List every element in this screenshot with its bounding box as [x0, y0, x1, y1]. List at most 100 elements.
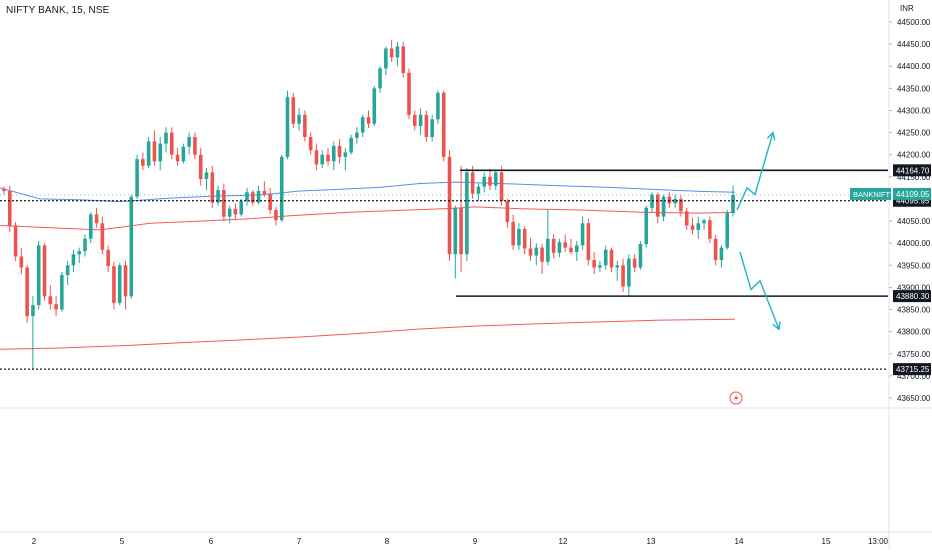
candle	[447, 150, 452, 261]
candle	[239, 198, 244, 217]
candle-body	[158, 143, 163, 162]
candle	[193, 132, 197, 160]
candle-body	[436, 92, 440, 120]
candle	[708, 216, 712, 244]
event-lightning-icon[interactable]	[729, 391, 743, 405]
time-tick-label: 2	[32, 537, 37, 546]
candle	[650, 192, 654, 213]
candle	[337, 139, 342, 164]
candle-body	[164, 132, 168, 144]
candle	[719, 245, 724, 268]
symbol-badge[interactable]: BANKNIFTY	[850, 187, 895, 200]
candle-body	[320, 154, 325, 165]
candle-body	[499, 172, 504, 202]
candle	[690, 217, 695, 235]
candle	[609, 247, 614, 272]
candle	[285, 90, 290, 160]
candle	[36, 240, 41, 310]
last-price-bg	[893, 187, 931, 200]
low-level-price-tag-text: 43715.25	[896, 365, 930, 374]
candle-body	[557, 242, 562, 253]
candle-body	[25, 267, 29, 317]
candle-body	[684, 211, 689, 226]
candle	[291, 92, 296, 129]
last-price-text: 44109.05	[896, 190, 930, 199]
candle	[320, 150, 325, 168]
projection-arrow-up[interactable]	[736, 132, 774, 211]
candle-body	[522, 229, 527, 249]
candle	[644, 205, 649, 248]
candle	[702, 218, 706, 230]
candle-body	[632, 258, 637, 268]
support-price-tag: 43880.30	[893, 290, 931, 303]
candle	[679, 195, 683, 217]
candle	[407, 68, 411, 120]
candle-body	[667, 196, 672, 204]
candle-body	[407, 72, 411, 115]
candle-body	[117, 265, 122, 303]
projection-arrow-down[interactable]	[739, 251, 780, 330]
candle	[592, 252, 596, 275]
price-tick-label: 43700.00	[897, 372, 931, 381]
candle	[488, 168, 492, 191]
candle	[598, 260, 602, 272]
candle-body	[239, 201, 244, 215]
candle	[655, 192, 660, 224]
price-tick-label: 43850.00	[897, 306, 931, 315]
candle	[100, 216, 105, 255]
time-tick-label: 13:00	[868, 537, 889, 546]
candle-body	[401, 46, 406, 73]
candle	[557, 238, 562, 258]
candle	[476, 183, 481, 202]
candle-body	[453, 207, 458, 255]
candle-body	[690, 225, 695, 230]
candle	[175, 148, 180, 166]
candle-body	[702, 220, 706, 224]
candle-body	[106, 249, 110, 267]
candle	[94, 207, 99, 228]
price-tick-label: 43900.00	[897, 283, 931, 292]
time-tick-label: 9	[473, 537, 478, 546]
candle	[7, 185, 12, 233]
resistance-price-tag-text: 44164.70	[896, 166, 930, 175]
candle	[48, 285, 53, 310]
moving-average-red-long	[0, 318, 736, 350]
candle-body	[655, 194, 660, 217]
candle	[31, 296, 35, 370]
time-tick-label: 6	[209, 537, 214, 546]
candle-body	[372, 88, 377, 124]
candle-body	[621, 265, 625, 287]
candle	[528, 237, 533, 261]
candle	[355, 127, 359, 144]
candle	[395, 41, 400, 67]
candle-body	[424, 114, 429, 138]
candle	[632, 254, 637, 272]
candle-body	[447, 156, 452, 255]
candle-body	[534, 247, 539, 256]
candle	[360, 114, 365, 138]
candle-body	[7, 190, 12, 226]
candle	[546, 209, 550, 266]
candle	[563, 234, 568, 253]
candle	[65, 260, 70, 286]
candle-body	[77, 251, 82, 255]
price-tick-label: 44150.00	[897, 173, 931, 182]
candle-body	[146, 141, 151, 166]
dotted-level-price-tag-text: 44095.95	[896, 197, 930, 206]
candle-body	[598, 265, 602, 268]
support-price-tag-text: 43880.30	[896, 292, 930, 301]
candle-body	[100, 223, 105, 250]
candle	[430, 114, 434, 142]
candle-body	[505, 201, 510, 222]
candle	[308, 132, 313, 155]
candle	[112, 261, 116, 310]
candle-body	[609, 249, 614, 268]
candle-body	[395, 46, 400, 58]
candle-body	[291, 97, 296, 124]
candle	[164, 127, 168, 153]
candle-body	[222, 190, 226, 217]
candle-body	[245, 192, 249, 202]
price-tick-label: 44400.00	[897, 62, 931, 71]
